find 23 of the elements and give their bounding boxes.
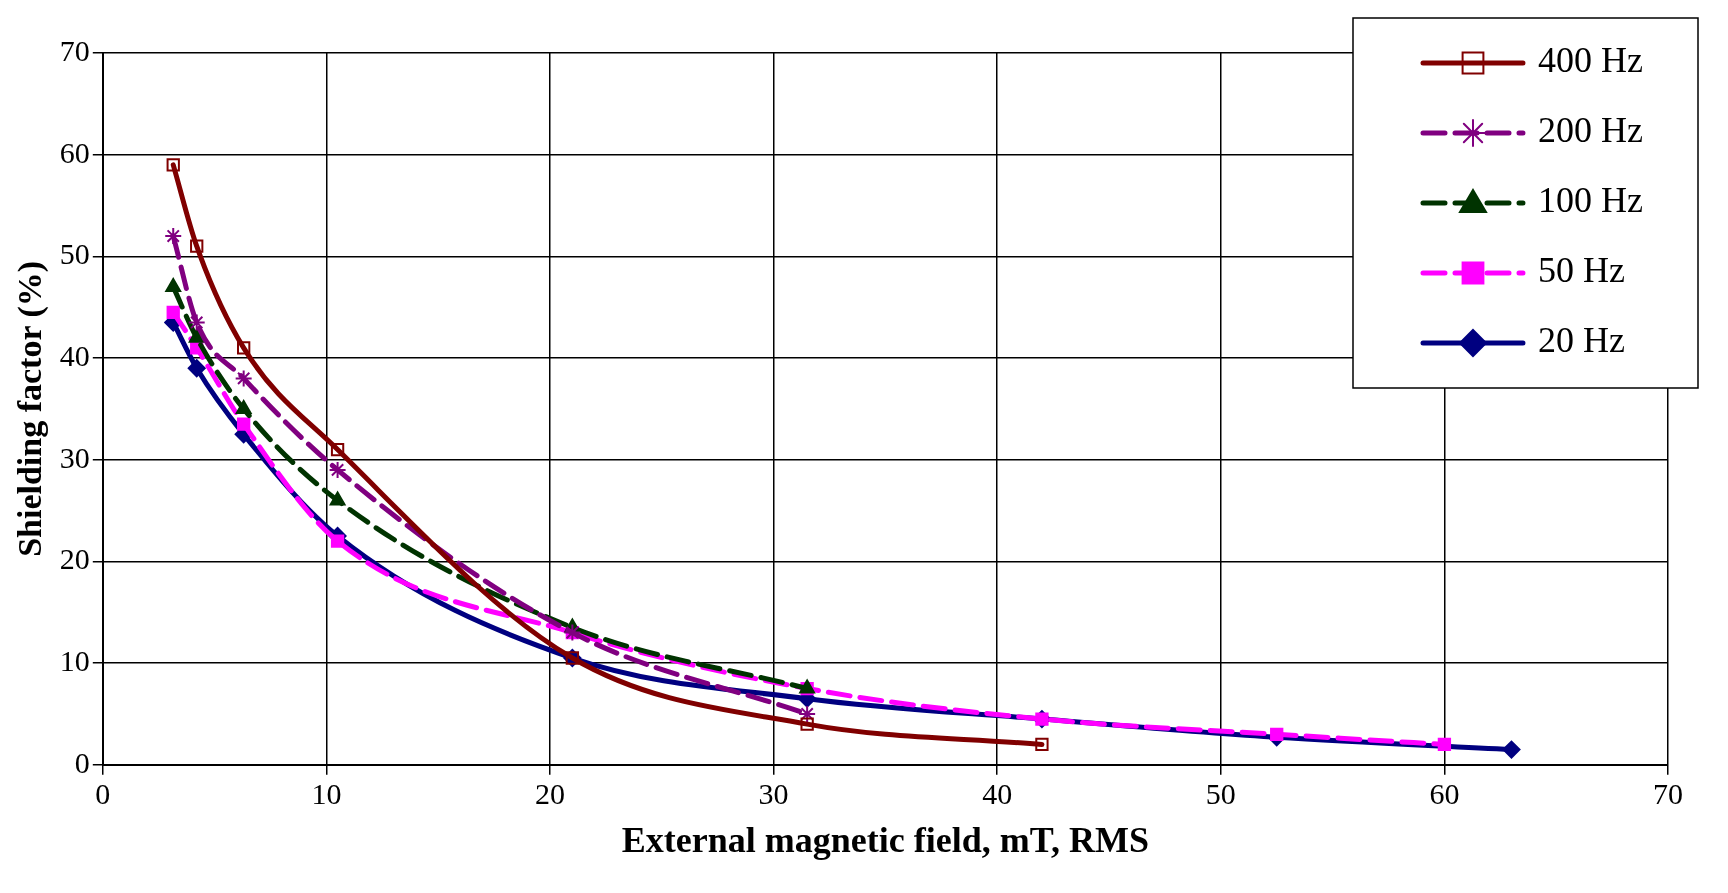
y-tick-label: 0: [74, 745, 90, 779]
legend-label: 400 Hz: [1538, 40, 1643, 81]
x-tick-label: 60: [1429, 776, 1460, 810]
x-tick-label: 70: [1653, 776, 1683, 810]
y-tick-label: 60: [59, 135, 90, 169]
x-tick-label: 50: [1205, 776, 1236, 810]
x-tick-label: 40: [982, 776, 1013, 810]
y-axis-title: Shielding factor (%): [11, 260, 50, 557]
x-tick-label: 30: [758, 776, 789, 810]
legend-label: 50 Hz: [1538, 250, 1625, 291]
y-tick-label: 30: [59, 440, 90, 474]
y-tick-label: 70: [59, 33, 90, 67]
y-tick-label: 40: [59, 338, 90, 372]
y-tick-label: 20: [59, 542, 90, 576]
x-tick-label: 20: [535, 776, 565, 810]
y-tick-label: 10: [59, 643, 90, 677]
legend-label: 100 Hz: [1538, 180, 1643, 221]
y-tick-label: 50: [59, 237, 90, 271]
legend-label: 200 Hz: [1538, 110, 1643, 151]
x-tick-label: 10: [311, 776, 342, 810]
x-tick-label: 0: [95, 776, 111, 810]
x-axis-title: External magnetic field, mT, RMS: [621, 819, 1150, 860]
legend-label: 20 Hz: [1538, 320, 1625, 361]
